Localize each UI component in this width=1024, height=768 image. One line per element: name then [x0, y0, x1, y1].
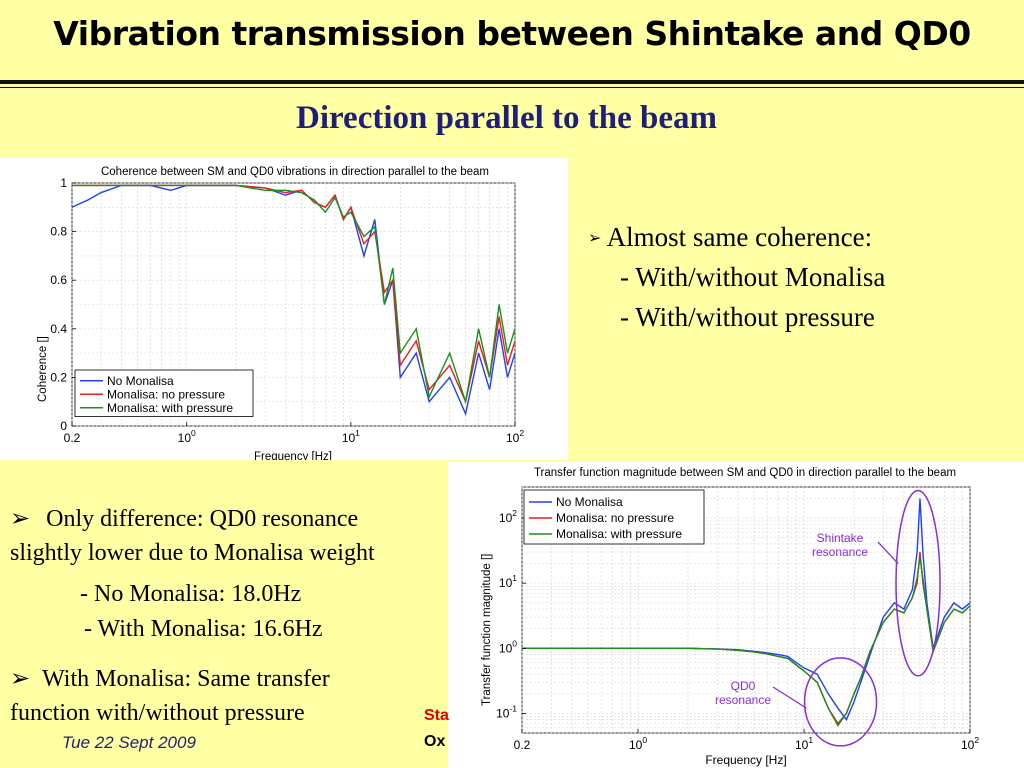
bullet-only-difference: ➢ Only difference: QD0 resonance	[10, 504, 358, 533]
sub-bullet-pressure: - With/without pressure	[620, 302, 875, 332]
legend-label: No Monalisa	[107, 374, 174, 388]
legend-box	[523, 489, 705, 545]
shintake-resonance-label: Shintake resonance	[812, 531, 868, 559]
y-tick-label: 10-1	[496, 703, 517, 720]
sub-bullet-with-monalisa: - With Monalisa: 16.6Hz	[84, 616, 323, 642]
legend-box	[74, 369, 254, 417]
x-tick-label: 100	[629, 735, 647, 752]
series-line-3	[522, 557, 971, 727]
x-tick-label: 101	[342, 428, 360, 445]
legend-label: Monalisa: no pressure	[556, 511, 674, 525]
title-rule-thick	[0, 80, 1024, 84]
y-tick-label: 100	[499, 638, 517, 655]
bullet-only-difference-cont: slightly lower due to Monalisa weight	[10, 540, 375, 566]
bullet-arrow-icon: ➢	[10, 504, 31, 532]
y-tick-label: 0.2	[50, 370, 67, 384]
y-tick-label: 0	[60, 419, 67, 433]
bullet-text: Almost same coherence:	[606, 222, 873, 252]
series-line-3	[72, 184, 516, 402]
bullet-text: With Monalisa: Same transfer	[42, 666, 330, 692]
bullet-arrow-icon: ➢	[10, 664, 31, 692]
coherence-chart: Coherence between SM and QD0 vibrations …	[0, 158, 568, 460]
legend-label: Monalisa: with pressure	[107, 401, 233, 415]
chart-legend: No Monalisa Monalisa: no pressure Monalisa…	[523, 489, 705, 545]
title-rule-thin	[0, 87, 1024, 88]
legend-label: Monalisa: with pressure	[556, 527, 682, 541]
sub-bullet-monalisa: - With/without Monalisa	[620, 262, 886, 292]
y-tick-label: 1	[60, 176, 67, 190]
y-tick-label: 0.4	[50, 322, 67, 336]
qd0-arrow	[772, 686, 807, 709]
bullet-arrow-icon: ➢	[588, 228, 602, 247]
y-axis-label: Coherence []	[37, 336, 49, 402]
x-axis-label: Frequency [Hz]	[254, 451, 332, 460]
x-tick-label: 102	[506, 428, 524, 445]
x-tick-label: 102	[961, 735, 979, 752]
slide-title: Vibration transmission between Shintake …	[53, 14, 971, 53]
qd0-resonance-label: QD0 resonance	[715, 679, 771, 707]
bullet-same-transfer-cont: function with/without pressure	[10, 700, 305, 726]
bullet-text: Only difference: QD0 resonance	[46, 506, 359, 532]
bullet-coherence: ➢ Almost same coherence:	[588, 222, 872, 253]
x-tick-label: 0.2	[64, 431, 81, 445]
legend-label: No Monalisa	[556, 495, 623, 509]
footer-partial-red: Sta	[424, 707, 449, 724]
shintake-resonance-ellipse	[895, 489, 941, 677]
y-tick-label: 0.8	[50, 225, 67, 239]
x-axis-label: Frequency [Hz]	[705, 753, 786, 767]
chart-title: Coherence between SM and QD0 vibrations …	[101, 166, 489, 178]
resonance-annotations: Shintake resonance QD0 resonance	[715, 489, 941, 747]
slide-subtitle: Direction parallel to the beam	[296, 100, 717, 136]
footer-date: Tue 22 Sept 2009	[62, 733, 196, 752]
transfer-function-chart: Transfer function magnitude between SM a…	[448, 462, 1024, 768]
shintake-arrow	[877, 541, 899, 565]
y-tick-label: 102	[499, 508, 517, 525]
sub-bullet-no-monalisa: - No Monalisa: 18.0Hz	[80, 581, 302, 607]
y-axis-label: Transfer function magnitude []	[481, 554, 493, 706]
x-tick-label: 100	[178, 428, 196, 445]
series-line-2	[72, 184, 516, 404]
bullet-same-transfer: ➢ With Monalisa: Same transfer	[10, 664, 330, 693]
x-tick-label: 0.2	[514, 738, 531, 752]
qd0-resonance-ellipse	[803, 657, 878, 747]
x-tick-label: 101	[795, 735, 813, 752]
chart-title: Transfer function magnitude between SM a…	[534, 467, 956, 479]
footer-partial-black: Ox	[424, 733, 446, 750]
y-tick-label: 0.6	[50, 273, 67, 287]
y-tick-label: 101	[499, 573, 517, 590]
legend-label: Monalisa: no pressure	[107, 387, 225, 401]
